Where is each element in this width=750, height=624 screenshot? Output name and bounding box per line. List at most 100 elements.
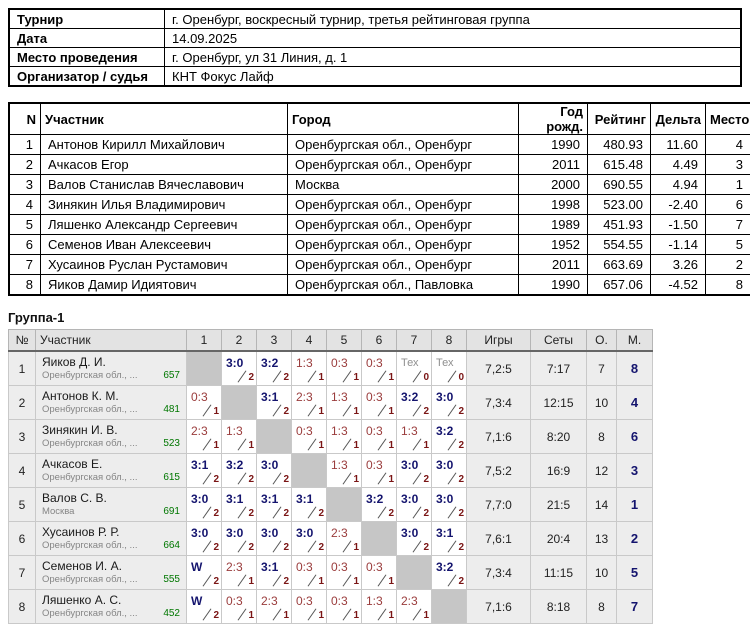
participant-rating: 554.55: [588, 235, 651, 255]
group-participant-rating: 452: [163, 608, 180, 619]
info-value: г. Оренбург, ул 31 Линия, д. 1: [165, 48, 742, 67]
group-games: 7,5:2: [467, 454, 531, 488]
participant-city: Оренбургская обл., Оренбург: [288, 135, 519, 155]
participant-city: Оренбургская обл., Павловка: [288, 275, 519, 296]
slash-divider: [378, 404, 387, 416]
group-sets: 12:15: [531, 386, 587, 420]
group-row-number: 7: [9, 556, 36, 590]
slash-divider: [448, 506, 457, 518]
group-body: 1 Яиков Д. И. Оренбургская обл., ... 657 3:0…: [9, 351, 653, 624]
group-sets: 7:17: [531, 351, 587, 386]
slash-divider: [203, 540, 212, 552]
group-games: 7,3:4: [467, 386, 531, 420]
participant-name: Хусаинов Руслан Рустамович: [41, 255, 288, 275]
match-score: 3:0: [401, 526, 418, 540]
slash-divider: [343, 404, 352, 416]
self-cell: [187, 351, 222, 386]
info-label: Организатор / судья: [9, 67, 165, 87]
group-participant-name: Семенов И. А.: [42, 560, 180, 573]
self-cell: [362, 522, 397, 556]
match-points: 2: [283, 407, 289, 417]
group-points: 14: [587, 488, 617, 522]
participant-delta: 3.26: [651, 255, 706, 275]
match-points: 2: [213, 577, 219, 587]
participant-rating: 480.93: [588, 135, 651, 155]
match-points: 1: [388, 407, 394, 417]
match-score: 1:3: [401, 424, 418, 438]
group-participant-region: Оренбургская обл., ...: [42, 472, 137, 483]
slash-divider: [308, 608, 317, 620]
match-score: 0:3: [226, 594, 243, 608]
participant-name: Зинякин Илья Владимирович: [41, 195, 288, 215]
participants-col-header: Участник: [41, 103, 288, 135]
participant-number: 7: [9, 255, 41, 275]
slash-divider: [238, 506, 247, 518]
match-score: 3:1: [191, 458, 208, 472]
participants-col-header: Год рожд.: [519, 103, 588, 135]
group-col-header: 3: [257, 330, 292, 352]
group-place: 6: [617, 420, 653, 454]
match-points: 1: [283, 611, 289, 621]
info-label: Дата: [9, 29, 165, 48]
match-points: 1: [353, 441, 359, 451]
match-score: 1:3: [331, 390, 348, 404]
match-score: 0:3: [366, 356, 383, 370]
group-participant-name: Яиков Д. И.: [42, 356, 180, 369]
match-points: 1: [388, 475, 394, 485]
match-points: 2: [318, 543, 324, 553]
group-participant-rating: 657: [163, 370, 180, 381]
participant-city: Оренбургская обл., Оренбург: [288, 155, 519, 175]
match-points: 1: [318, 441, 324, 451]
match-cell-wrap: 2:3 1: [257, 592, 291, 621]
slash-divider: [413, 370, 422, 382]
participant-number: 3: [9, 175, 41, 195]
group-participant-rating: 555: [163, 574, 180, 585]
group-participant-region: Москва: [42, 506, 74, 517]
match-score: 0:3: [331, 594, 348, 608]
match-points: 2: [213, 475, 219, 485]
match-score: 3:0: [261, 458, 278, 472]
slash-divider: [343, 540, 352, 552]
match-score: 0:3: [366, 458, 383, 472]
slash-divider: [413, 404, 422, 416]
group-row-number: 1: [9, 351, 36, 386]
match-score: 2:3: [261, 594, 278, 608]
match-score: 0:3: [331, 356, 348, 370]
match-score: 3:0: [191, 526, 208, 540]
group-games: 7,7:0: [467, 488, 531, 522]
group-row-number: 6: [9, 522, 36, 556]
group-participant-line2: Оренбургская обл., ...664: [42, 540, 180, 551]
